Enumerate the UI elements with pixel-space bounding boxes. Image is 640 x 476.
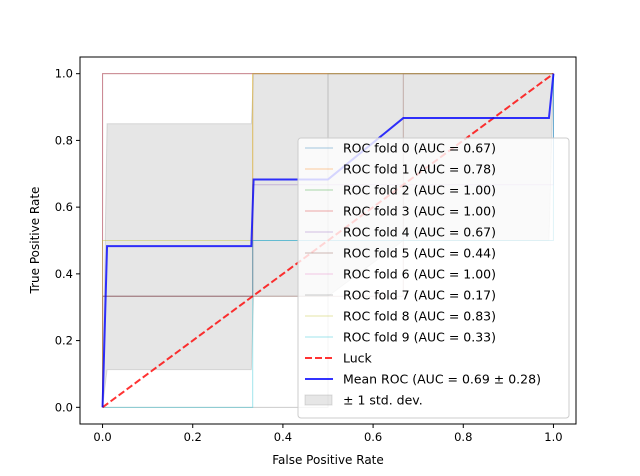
- roc-fold-4-legend-label: ROC fold 4 (AUC = 0.67): [343, 225, 496, 240]
- x-tick-label: 0.0: [93, 430, 111, 444]
- x-tick-label: 0.4: [274, 430, 292, 444]
- x-tick-label: 0.8: [454, 430, 472, 444]
- roc-fold-7-legend-label: ROC fold 7 (AUC = 0.17): [343, 288, 496, 303]
- x-tick-label: 0.2: [184, 430, 202, 444]
- luck-legend-label: Luck: [343, 351, 373, 366]
- y-tick-label: 0.4: [55, 267, 73, 281]
- x-tick-label: 1.0: [544, 430, 562, 444]
- y-tick-label: 1.0: [55, 67, 73, 81]
- roc-fold-6-legend-label: ROC fold 6 (AUC = 1.00): [343, 267, 496, 282]
- y-tick-label: 0.8: [55, 133, 73, 147]
- mean-roc-line: [101, 73, 555, 408]
- roc-fold-2-legend-label: ROC fold 2 (AUC = 1.00): [343, 183, 496, 198]
- legend: ROC fold 0 (AUC = 0.67) ROC fold 1 (AUC =…: [297, 137, 570, 419]
- x-tick-label: 0.6: [364, 430, 382, 444]
- axis-ticks: 0.0 0.2 0.4 0.6 0.8 1.0 0.0 0.2 0.4 0.6 0.8 1.0: [55, 67, 563, 444]
- roc-fold-5-legend-label: ROC fold 5 (AUC = 0.44): [343, 246, 496, 261]
- x-axis-label: False Positive Rate: [272, 453, 384, 467]
- y-tick-label: 0.2: [55, 334, 73, 348]
- roc-fold-8-line: [102, 73, 554, 408]
- roc-fold-1-legend-label: ROC fold 1 (AUC = 0.78): [343, 162, 496, 177]
- y-axis-label: True Positive Rate: [28, 187, 42, 295]
- roc-fold-0-legend-label: ROC fold 0 (AUC = 0.67): [343, 141, 496, 156]
- std-band-legend-swatch: [304, 394, 333, 406]
- roc-fold-8-legend-label: ROC fold 8 (AUC = 0.83): [343, 309, 496, 324]
- y-tick-label: 0.0: [55, 400, 73, 414]
- plot-frame: [79, 56, 577, 425]
- mean-roc-legend-label: Mean ROC (AUC = 0.69 ± 0.28): [343, 372, 541, 387]
- legend-box: [297, 137, 570, 419]
- roc-fold-2-line: [102, 73, 554, 408]
- roc-fold-3-legend-label: ROC fold 3 (AUC = 1.00): [343, 204, 496, 219]
- std-band-legend-label: ± 1 std. dev.: [343, 393, 423, 408]
- roc-fold-6-line: [102, 73, 554, 408]
- roc-fold-9-legend-label: ROC fold 9 (AUC = 0.33): [343, 330, 496, 345]
- roc-fold-3-line: [102, 73, 554, 408]
- y-tick-label: 0.6: [55, 200, 73, 214]
